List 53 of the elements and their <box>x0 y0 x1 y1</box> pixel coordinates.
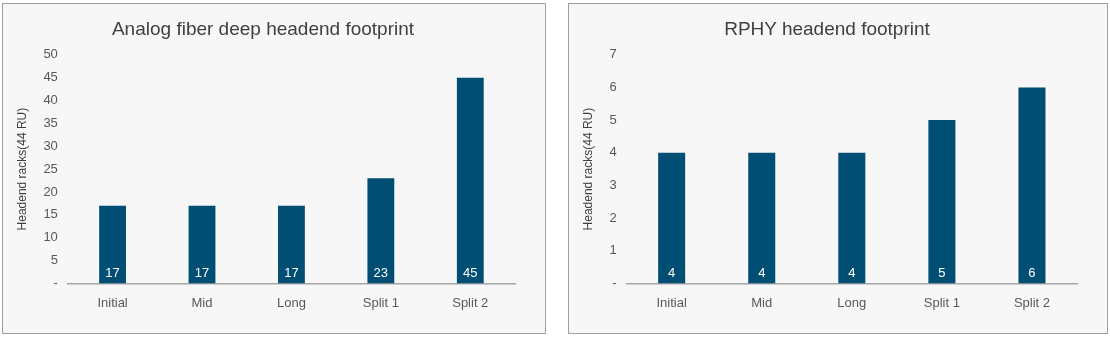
data-label: 23 <box>373 265 389 281</box>
bar <box>1018 87 1046 284</box>
x-tick-label: Long <box>837 294 867 310</box>
y-tick-label: 7 <box>609 46 617 62</box>
y-tick-label: 1 <box>609 242 617 258</box>
y-tick-label: 20 <box>43 183 58 199</box>
y-tick-label: 40 <box>43 92 58 108</box>
data-label: 4 <box>668 265 676 281</box>
y-axis-title: Headend racks(44 RU) <box>14 107 29 231</box>
y-tick-label: 4 <box>609 144 617 160</box>
bar <box>928 120 956 284</box>
x-tick-label: Split 2 <box>1013 294 1051 310</box>
y-tick-label: 30 <box>43 137 58 153</box>
y-tick-label: 2 <box>609 209 617 225</box>
x-tick-label: Initial <box>97 294 128 310</box>
y-tick-label: 25 <box>43 160 58 176</box>
x-tick-label: Split 1 <box>923 294 960 310</box>
y-tick-label: - <box>612 274 617 290</box>
y-tick-label: 10 <box>43 229 58 245</box>
bar <box>278 205 305 284</box>
data-label: 5 <box>938 265 946 281</box>
x-tick-label: Mid <box>191 294 213 310</box>
x-tick-label: Long <box>276 294 306 310</box>
data-label: 17 <box>105 265 120 281</box>
x-tick-label: Split 1 <box>362 294 399 310</box>
x-tick-label: Split 2 <box>452 294 489 310</box>
y-tick-label: 3 <box>609 177 617 193</box>
y-tick-label: 35 <box>43 114 58 130</box>
chart-title: Analog fiber deep headend footprint <box>111 17 415 39</box>
y-tick-label: 50 <box>43 46 58 62</box>
data-label: 6 <box>1028 265 1036 281</box>
data-label: 17 <box>284 265 299 281</box>
y-axis-title: Headend racks(44 RU) <box>580 107 595 231</box>
y-tick-label: 5 <box>609 111 617 127</box>
x-tick-label: Initial <box>656 294 687 310</box>
y-tick-label: 6 <box>609 79 617 95</box>
bar <box>748 152 776 284</box>
bar <box>367 178 395 284</box>
chart-title: RPHY headend footprint <box>724 17 931 39</box>
bar <box>456 77 484 284</box>
y-tick-label: - <box>53 274 58 290</box>
data-label: 4 <box>848 265 856 281</box>
bar <box>99 205 126 284</box>
data-label: 45 <box>463 265 478 281</box>
bar <box>658 152 686 284</box>
data-label: 4 <box>758 265 766 281</box>
y-tick-label: 45 <box>43 69 58 85</box>
bar <box>838 152 866 284</box>
y-tick-label: 5 <box>50 252 58 268</box>
bar <box>188 205 216 284</box>
x-tick-label: Mid <box>751 294 773 310</box>
y-tick-label: 15 <box>43 206 58 222</box>
data-label: 17 <box>194 265 210 281</box>
